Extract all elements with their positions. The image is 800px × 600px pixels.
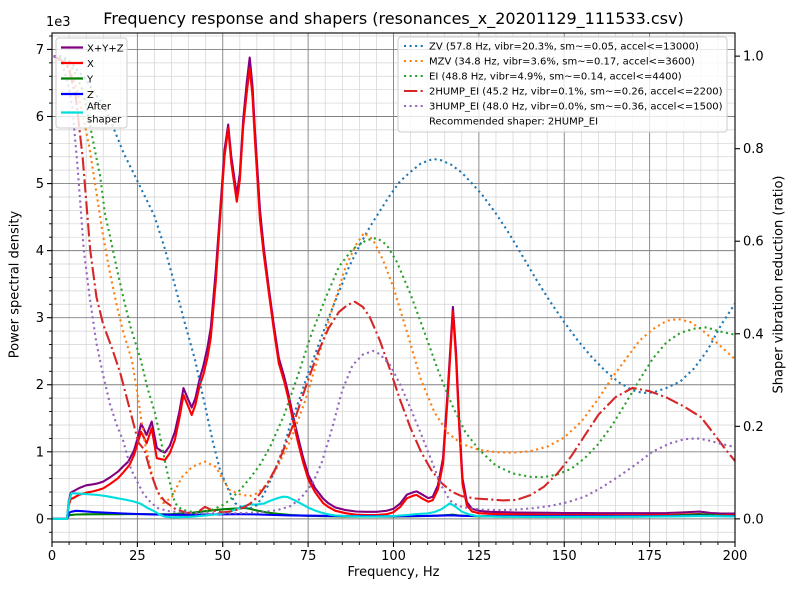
y-left-tick-label: 0 [36,512,44,527]
legend-label: Y [86,75,94,86]
legend-item-x: X [61,59,94,70]
series-zv [53,55,735,510]
series-ei [53,55,735,514]
series-group [52,55,735,520]
legend-label: After [87,102,112,113]
legend-right-box [397,36,728,133]
y-left-tick-label: 6 [36,110,44,125]
y-left-tick-label: 5 [36,177,44,192]
legend-item-x-y-z: X+Y+Z [61,44,124,55]
x-tick-label: 125 [466,549,491,564]
series-3hump-ei [53,55,735,515]
y-left-tick-label: 2 [36,378,44,393]
legend-label: 3HUMP_EI (48.0 Hz, vibr=0.0%, sm~=0.36, … [429,102,723,113]
legend-label: MZV (34.8 Hz, vibr=3.6%, sm~=0.17, accel… [429,57,695,68]
legend-item-after-shaper: After shaper [61,102,122,126]
x-tick-label: 175 [637,549,662,564]
y-axis-offset-label: 1e3 [46,15,71,30]
legend-left-box [55,37,128,129]
legend-item-3hump-ei: 3HUMP_EI (48.0 Hz, vibr=0.0%, sm~=0.36, … [404,102,723,113]
legend-label: shaper [87,115,122,126]
x-tick-label: 50 [214,549,231,564]
ticks: 0 25 50 75 100 125 150 175 200 0 1 2 3 4 5 6 7 0.0 0.2 0.4 0… [36,35,764,564]
chart-title: Frequency response and shapers (resonanc… [103,9,684,28]
y-left-tick-label: 3 [36,311,44,326]
series-mzv [53,55,735,505]
y-right-tick-label: 0.2 [743,420,764,435]
y-right-axis-label: Shaper vibration reduction (ratio) [771,175,787,394]
y-right-tick-label: 0.0 [743,512,764,527]
legend-right: ZV (57.8 Hz, vibr=20.3%, sm~=0.05, accel… [397,36,728,133]
legend-label: Z [87,90,94,101]
x-axis-label: Frequency, Hz [347,565,440,580]
x-tick-label: 75 [300,549,317,564]
series-after-shaper [52,492,735,520]
x-tick-label: 200 [723,549,748,564]
y-right-tick-label: 0.8 [743,142,764,157]
y-left-tick-label: 7 [36,43,44,58]
x-tick-label: 0 [48,549,56,564]
legend-label: X+Y+Z [87,44,124,55]
series-2hump-ei [53,55,735,515]
legend-label: EI (48.8 Hz, vibr=4.9%, sm~=0.14, accel<… [429,72,682,83]
legend-label: ZV (57.8 Hz, vibr=20.3%, sm~=0.05, accel… [429,42,699,53]
y-right-tick-label: 0.6 [743,235,764,250]
legend-item-2hump-ei: 2HUMP_EI (45.2 Hz, vibr=0.1%, sm~=0.26, … [404,87,723,98]
y-right-tick-label: 1.0 [743,50,764,65]
legend-item-mzv: MZV (34.8 Hz, vibr=3.6%, sm~=0.17, accel… [404,57,695,68]
x-tick-label: 150 [552,549,577,564]
legend-item-ei: EI (48.8 Hz, vibr=4.9%, sm~=0.14, accel<… [404,72,682,83]
legend-label: X [87,59,94,70]
legend-item-z: Z [61,90,94,101]
legend-label: 2HUMP_EI (45.2 Hz, vibr=0.1%, sm~=0.26, … [429,87,723,98]
series-x [52,67,735,520]
legend-item-y: Y [61,75,94,86]
y-left-tick-label: 1 [36,445,44,460]
y-left-axis-label: Power spectral density [7,210,23,359]
x-tick-label: 25 [129,549,146,564]
legend-item-zv: ZV (57.8 Hz, vibr=20.3%, sm~=0.05, accel… [404,42,699,53]
y-right-tick-label: 0.4 [743,327,764,342]
x-tick-label: 100 [381,549,406,564]
y-left-tick-label: 4 [36,244,44,259]
series-x-y-z [52,56,735,520]
legend-label: Recommended shaper: 2HUMP_EI [429,117,598,128]
legend-item-recommended: Recommended shaper: 2HUMP_EI [429,117,598,128]
